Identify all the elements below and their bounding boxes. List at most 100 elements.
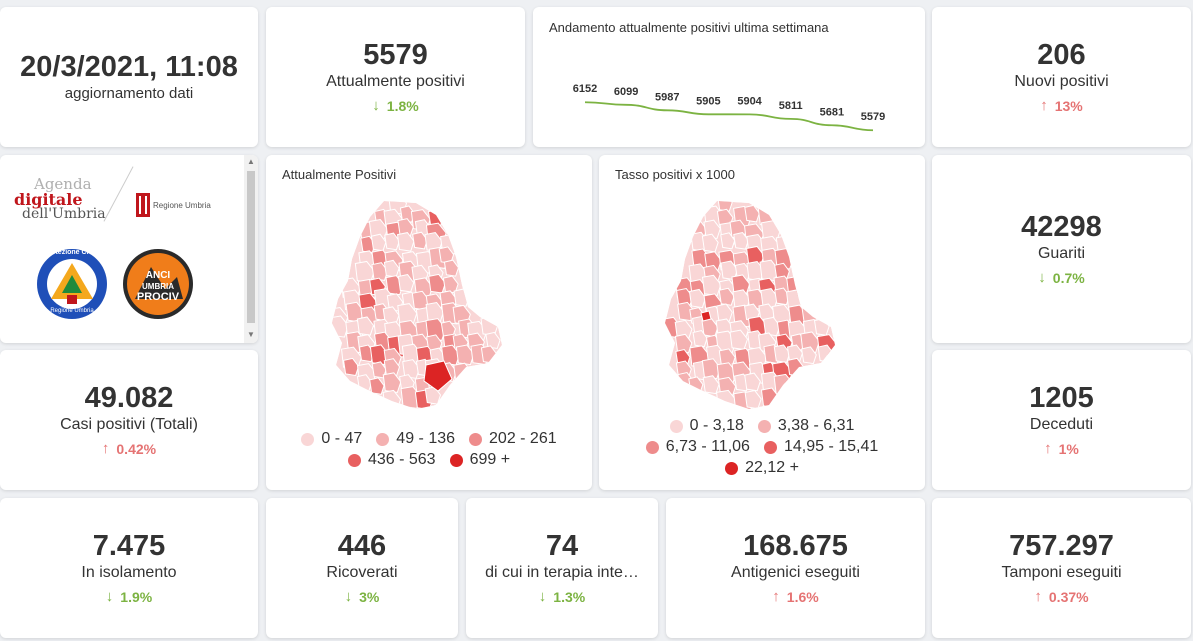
map-municipality[interactable] bbox=[718, 348, 736, 368]
map-municipality[interactable] bbox=[718, 287, 735, 306]
map-municipality[interactable] bbox=[733, 231, 749, 250]
map-municipality[interactable] bbox=[773, 344, 791, 363]
map-municipality[interactable] bbox=[382, 372, 402, 393]
map-municipality[interactable] bbox=[744, 204, 760, 223]
map-municipality[interactable] bbox=[423, 360, 453, 392]
map-municipality[interactable] bbox=[428, 273, 446, 294]
kpi-label: Ricoverati bbox=[326, 564, 398, 582]
anci-logo-text: ANCI UMBRIA PROCIV bbox=[121, 270, 195, 303]
arrow-up-icon: ↑ bbox=[101, 440, 110, 458]
map-municipality[interactable] bbox=[397, 218, 414, 237]
map-municipality[interactable] bbox=[692, 330, 708, 348]
map-municipality[interactable] bbox=[773, 373, 794, 397]
scroll-up-icon[interactable]: ▲ bbox=[247, 157, 255, 166]
map-municipality[interactable] bbox=[453, 288, 470, 307]
map-municipality[interactable] bbox=[397, 303, 418, 326]
legend-item[interactable]: 699 + bbox=[449, 451, 510, 469]
legend-item[interactable]: 49 - 136 bbox=[376, 430, 455, 448]
map-municipality[interactable] bbox=[717, 195, 733, 212]
legend-item[interactable]: 22,12 + bbox=[725, 459, 799, 477]
map-municipality[interactable] bbox=[440, 320, 456, 338]
map-municipality[interactable] bbox=[383, 358, 401, 377]
map-municipality[interactable] bbox=[443, 259, 460, 277]
map-municipality[interactable] bbox=[703, 219, 721, 240]
map-municipality[interactable] bbox=[744, 389, 762, 409]
logos-card[interactable]: Agenda digitale dell'Umbria Regione Umbr… bbox=[0, 155, 258, 343]
umbria-map[interactable] bbox=[599, 195, 925, 435]
map-municipality[interactable] bbox=[786, 344, 804, 363]
map-municipality[interactable] bbox=[674, 319, 693, 340]
map-municipality[interactable] bbox=[438, 246, 455, 264]
map-municipality[interactable] bbox=[343, 357, 360, 376]
map-municipality[interactable] bbox=[424, 232, 443, 253]
legend-item[interactable]: 0 - 47 bbox=[301, 430, 362, 448]
legend-label: 22,12 + bbox=[745, 459, 799, 476]
map-municipality[interactable] bbox=[384, 232, 400, 251]
kpi-delta-value: 1% bbox=[1058, 440, 1079, 457]
kpi-delta: ↓ 1.9% bbox=[106, 588, 152, 605]
legend-item[interactable]: 202 - 261 bbox=[469, 430, 557, 448]
arrow-down-icon: ↓ bbox=[344, 588, 353, 606]
legend-item[interactable]: 436 - 563 bbox=[347, 451, 436, 469]
legend-item[interactable]: 0 - 3,18 bbox=[669, 417, 744, 435]
map-municipality[interactable] bbox=[485, 331, 501, 350]
kpi-value: 206 bbox=[1037, 38, 1086, 71]
map-municipality[interactable] bbox=[442, 275, 459, 294]
map-municipality[interactable] bbox=[704, 251, 722, 271]
map-municipality[interactable] bbox=[688, 288, 707, 309]
kpi-delta: ↓ 1.8% bbox=[372, 97, 418, 114]
kpi-label: Tamponi eseguiti bbox=[1001, 564, 1122, 582]
umbria-map[interactable] bbox=[266, 195, 592, 435]
map-municipality[interactable] bbox=[369, 377, 385, 395]
map-municipality[interactable] bbox=[371, 361, 387, 379]
map-municipality[interactable] bbox=[368, 219, 389, 241]
arrow-down-icon: ↓ bbox=[105, 588, 114, 606]
map-municipality[interactable] bbox=[720, 260, 739, 281]
map-municipality[interactable] bbox=[702, 375, 720, 395]
map-municipality[interactable] bbox=[746, 245, 765, 267]
scroll-down-icon[interactable]: ▼ bbox=[247, 330, 255, 339]
kpi-value: 446 bbox=[337, 529, 387, 562]
map-municipality[interactable] bbox=[729, 329, 749, 351]
legend-item[interactable]: 6,73 - 11,06 bbox=[645, 438, 750, 456]
map-municipality[interactable] bbox=[425, 301, 445, 323]
protezione-civile-logo bbox=[37, 249, 107, 319]
map-municipality[interactable] bbox=[760, 220, 781, 243]
anci-umbria-prociv-logo bbox=[123, 249, 193, 319]
map-municipality[interactable] bbox=[732, 289, 751, 310]
map-municipality[interactable] bbox=[701, 233, 719, 253]
data-label: 5681 bbox=[820, 106, 844, 118]
logos-scrollbar[interactable]: ▲ ▼ bbox=[244, 155, 258, 343]
map-municipality[interactable] bbox=[383, 259, 400, 278]
map-municipality[interactable] bbox=[744, 372, 761, 392]
map-municipality[interactable] bbox=[700, 310, 712, 322]
map-municipality[interactable] bbox=[370, 233, 387, 252]
logo-text: Agenda bbox=[34, 175, 92, 193]
legend-item[interactable]: 3,38 - 6,31 bbox=[757, 417, 854, 435]
kpi-tamponi-eseguiti: 757.297 Tamponi eseguiti ↑ 0.37% bbox=[932, 498, 1191, 638]
map-municipality[interactable] bbox=[720, 232, 736, 250]
map-municipality[interactable] bbox=[774, 262, 790, 281]
kpi-label: Casi positivi (Totali) bbox=[60, 416, 198, 434]
kpi-delta: ↓ 3% bbox=[345, 588, 380, 605]
map-municipality[interactable] bbox=[716, 303, 733, 323]
kpi-ricoverati: 446 Ricoverati ↓ 3% bbox=[266, 498, 458, 638]
legend-item[interactable]: 14,95 - 15,41 bbox=[763, 438, 878, 456]
map-municipality[interactable] bbox=[397, 273, 415, 293]
map-municipality[interactable] bbox=[396, 232, 415, 252]
map-municipality[interactable] bbox=[354, 260, 375, 284]
map-municipality[interactable] bbox=[675, 348, 691, 367]
map-municipality[interactable] bbox=[801, 346, 817, 365]
map-municipality[interactable] bbox=[356, 316, 375, 336]
kpi-delta-value: 1.6% bbox=[786, 588, 819, 605]
map-municipality[interactable] bbox=[731, 274, 751, 296]
trend-chart-card: Andamento attualmente positivi ultima se… bbox=[533, 7, 925, 147]
scrollbar-thumb[interactable] bbox=[247, 171, 255, 323]
chart-title: Andamento attualmente positivi ultima se… bbox=[549, 20, 829, 35]
map-municipality[interactable] bbox=[813, 318, 830, 336]
arrow-up-icon: ↑ bbox=[772, 588, 780, 606]
map-municipality[interactable] bbox=[800, 331, 820, 354]
trend-chart: 6152 6099 5987 5905 5904 5811 5681 5579 bbox=[573, 83, 885, 132]
legend-swatch bbox=[757, 419, 771, 433]
data-label: 5579 bbox=[861, 111, 885, 123]
